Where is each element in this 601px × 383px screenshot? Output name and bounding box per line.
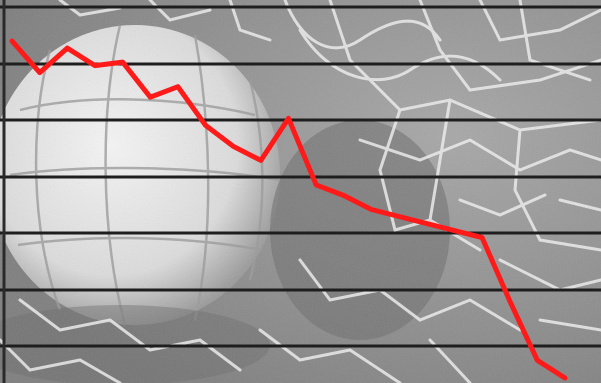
data-point <box>369 208 373 211</box>
data-point <box>425 222 429 226</box>
data-point <box>480 236 484 240</box>
data-point <box>287 116 290 120</box>
data-point <box>148 95 152 99</box>
data-point <box>314 183 318 187</box>
data-point <box>397 215 401 218</box>
data-point <box>65 46 69 50</box>
data-point <box>176 85 180 89</box>
series-layer <box>9 38 568 381</box>
data-point <box>121 60 125 64</box>
data-point <box>38 71 42 75</box>
data-point <box>508 299 512 303</box>
data-point <box>563 376 567 380</box>
data-point <box>452 229 456 233</box>
data-point <box>93 64 97 68</box>
data-point <box>342 194 346 197</box>
data-point <box>204 123 207 127</box>
data-point <box>10 39 14 43</box>
data-point <box>231 144 235 148</box>
data-point <box>535 358 539 362</box>
data-point <box>259 158 263 162</box>
